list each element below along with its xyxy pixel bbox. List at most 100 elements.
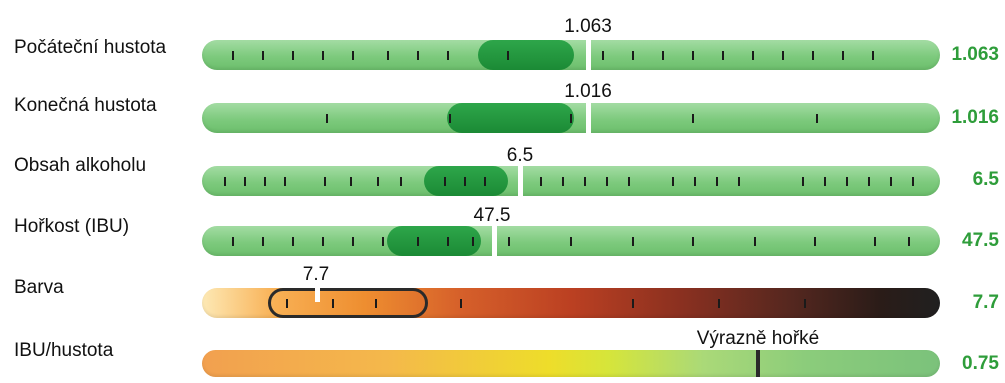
original-gravity-range [478,40,574,70]
final-gravity-range [447,103,574,133]
tick [284,177,286,186]
tick [814,237,816,246]
tick [692,51,694,60]
tick [804,299,806,308]
bitterness-label: Hořkost (IBU) [14,216,130,237]
tick [232,51,234,60]
alcohol-label: Obsah alkoholu [14,155,147,176]
bitterness-ratio-value: 0.75 [962,353,999,374]
tick [738,177,740,186]
tick [262,51,264,60]
color-bar [202,288,940,318]
color-value: 7.7 [972,292,999,313]
tick [632,299,634,308]
alcohol-marker-label: 6.5 [506,145,534,166]
bitterness-ratio-marker-label: Výrazně hořké [696,328,820,349]
color-range [268,288,428,318]
tick [449,114,451,123]
bitterness-range [387,226,481,256]
tick [570,237,572,246]
tick [716,177,718,186]
original-gravity-marker-label: 1.063 [564,16,612,37]
final-gravity-marker-label: 1.016 [564,81,612,102]
bitterness-ratio-marker [756,350,760,377]
tick [868,177,870,186]
tick [232,237,234,246]
final-gravity-marker [586,99,591,133]
tick [322,51,324,60]
tick [632,237,634,246]
tick [507,51,509,60]
tick [812,51,814,60]
tick [377,177,379,186]
tick [292,237,294,246]
bitterness-marker-label: 47.5 [473,205,511,226]
tick [606,177,608,186]
tick [722,51,724,60]
tick [262,237,264,246]
tick [224,177,226,186]
tick [460,299,462,308]
bitterness-value: 47.5 [962,230,999,251]
alcohol-bar [202,162,940,196]
tick [632,51,634,60]
tick [382,237,384,246]
alcohol-marker [518,162,523,196]
tick [352,51,354,60]
tick [718,299,720,308]
tick [417,237,419,246]
alcohol-range [424,166,508,196]
color-marker-label: 7.7 [302,264,330,285]
tick [802,177,804,186]
tick [244,177,246,186]
tick [692,237,694,246]
tick [324,177,326,186]
bitterness-marker [492,222,497,256]
tick [292,51,294,60]
tick [782,51,784,60]
tick [350,177,352,186]
color-marker [315,288,320,302]
bitterness-ratio-bar [202,350,940,377]
tick [752,51,754,60]
tick [816,114,818,123]
tick [447,237,449,246]
tick [890,177,892,186]
original-gravity-label: Počáteční hustota [14,37,167,58]
tick [912,177,914,186]
tick [286,299,288,308]
tick [484,177,486,186]
tick [672,177,674,186]
final-gravity-bar [202,99,940,133]
bitterness-bar [202,222,940,256]
tick [326,114,328,123]
tick [387,51,389,60]
final-gravity-value: 1.016 [951,107,999,128]
tick [444,177,446,186]
original-gravity-marker [586,36,591,70]
tick [570,114,572,123]
final-gravity-label: Konečná hustota [14,95,157,116]
tick [908,237,910,246]
tick [846,177,848,186]
bitterness-ratio-label: IBU/hustota [14,340,114,361]
original-gravity-value: 1.063 [951,44,999,65]
tick [824,177,826,186]
tick [874,237,876,246]
tick [602,51,604,60]
tick [754,237,756,246]
tick [628,177,630,186]
color-label: Barva [14,277,64,298]
tick [842,51,844,60]
tick [464,177,466,186]
tick [694,177,696,186]
tick [562,177,564,186]
tick [447,51,449,60]
tick [322,237,324,246]
tick [352,237,354,246]
tick [472,237,474,246]
original-gravity-bar [202,36,940,70]
tick [400,177,402,186]
tick [417,51,419,60]
tick [375,299,377,308]
